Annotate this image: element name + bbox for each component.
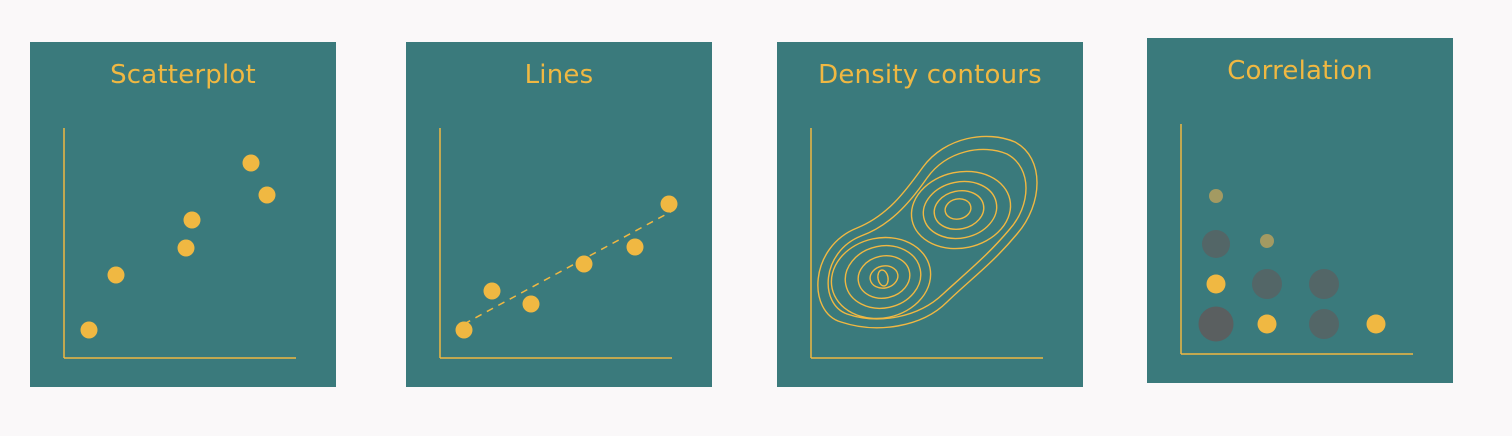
correlation-card: Correlation [1147, 38, 1453, 383]
scatter-points [80, 154, 276, 339]
line-point [626, 238, 644, 256]
contour-upper-4 [922, 180, 998, 240]
lines-graphic [439, 128, 678, 359]
contour-upper-6 [944, 198, 972, 220]
card-title-density-contours: Density contours [818, 60, 1042, 90]
correlation-graphic [1180, 124, 1413, 355]
scatter-point [183, 211, 201, 229]
contour-upper-5 [933, 190, 985, 230]
scatterplot-card: Scatterplot [30, 42, 336, 387]
lines-card: Lines [406, 42, 712, 387]
scatterplot-graphic [63, 128, 296, 359]
line-point [575, 255, 593, 273]
line-point [455, 321, 473, 339]
density-contours-graphic [810, 128, 1043, 359]
card-title-lines: Lines [524, 60, 594, 90]
correlation-cell [1209, 189, 1223, 203]
correlation-cell [1366, 314, 1386, 334]
correlation-cell [1257, 314, 1277, 334]
correlation-cell [1198, 306, 1234, 342]
scatter-point [242, 154, 260, 172]
density-contours-card: Density contours [777, 42, 1083, 387]
scatter-point [80, 321, 98, 339]
correlation-cells [1198, 189, 1386, 342]
plot-axes [63, 128, 296, 359]
line-point [483, 282, 501, 300]
correlation-cell [1309, 269, 1339, 299]
scatter-point [107, 266, 125, 284]
contour-lower-5 [857, 255, 911, 299]
contour-second [827, 148, 1027, 320]
card-title-scatterplot: Scatterplot [110, 60, 256, 90]
contour-lower-7 [877, 269, 889, 287]
line-point [522, 295, 540, 313]
contour-upper-3 [910, 170, 1012, 250]
card-title-correlation: Correlation [1227, 56, 1373, 86]
correlation-cell [1202, 230, 1230, 258]
correlation-cell [1252, 269, 1282, 299]
correlation-cell [1260, 234, 1274, 248]
contour-lines [817, 135, 1038, 329]
plot-axes [1180, 124, 1413, 355]
trend-line [463, 209, 675, 325]
line-points [455, 195, 678, 339]
correlation-cell [1309, 309, 1339, 339]
line-point [660, 195, 678, 213]
plot-axes [810, 128, 1043, 359]
scatter-point [258, 186, 276, 204]
contour-outer [817, 135, 1038, 329]
scatter-point [177, 239, 195, 257]
contour-lower-4 [844, 244, 922, 310]
contour-lower-3 [830, 236, 932, 320]
contour-lower-6 [869, 265, 899, 289]
plot-axes [439, 128, 672, 359]
correlation-cell [1206, 274, 1226, 294]
